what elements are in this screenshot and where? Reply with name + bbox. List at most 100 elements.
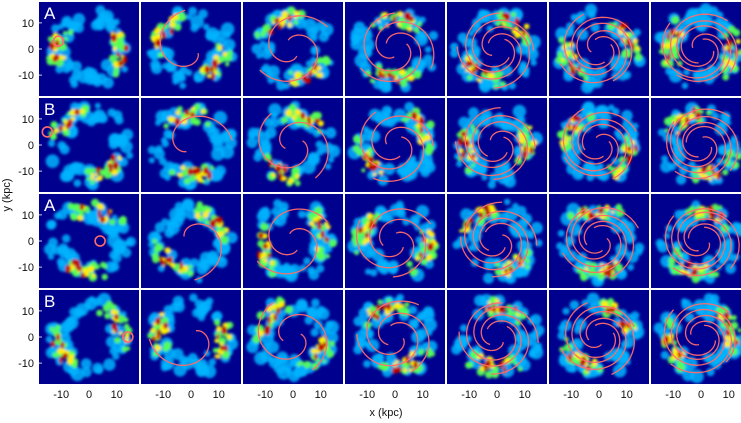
y-tick-label: 10 — [22, 18, 34, 30]
panel-r2-c2 — [141, 98, 241, 192]
y-tick-label: 10 — [22, 210, 34, 222]
y-tick-label: -10 — [18, 358, 34, 370]
orbit-tracks — [356, 300, 430, 372]
orbit-tracks — [94, 235, 106, 247]
panel-r4-c7 — [651, 290, 741, 384]
row-label: B — [44, 100, 55, 119]
x-tick-label: 10 — [111, 389, 123, 401]
x-tick-label: 10 — [213, 389, 225, 401]
start-marker — [41, 126, 54, 138]
density-map — [246, 100, 341, 187]
density-map — [451, 294, 545, 379]
x-tick-label: 10 — [723, 389, 735, 401]
row-label: B — [44, 292, 55, 311]
x-tick-label: -10 — [53, 389, 69, 401]
orbit-tracks — [257, 302, 328, 371]
x-tick-label: 10 — [621, 389, 633, 401]
y-axis-label: y (kpc) — [1, 179, 13, 212]
orbit-tracks — [258, 112, 329, 179]
orbit-tracks — [456, 12, 535, 89]
axes-group: 10 0 -10 10 0 -10 10 0 -10 10 0 -10 -10 0 10 -10 0 10 -10 0… — [1, 18, 735, 419]
panel-r1-c1: A — [39, 2, 139, 96]
panel-r4-c5 — [447, 290, 547, 384]
orbit-tracks — [183, 223, 223, 281]
x-tick-label: 10 — [315, 389, 327, 401]
panel-r2-c7 — [651, 98, 741, 192]
density-map — [45, 292, 133, 382]
orbit-tracks — [458, 302, 539, 375]
y-tick-label: 0 — [28, 140, 34, 152]
density-map — [43, 198, 136, 282]
y-tick-label: 0 — [28, 44, 34, 56]
panel-r4-c6 — [549, 290, 649, 384]
orbit-tracks — [560, 302, 635, 375]
y-tick-label: -10 — [18, 70, 34, 82]
density-map — [251, 6, 334, 91]
orbit-tracks — [665, 108, 739, 180]
orbit-tracks — [355, 208, 432, 278]
panel-r2-c1: B — [39, 98, 139, 192]
orbit-tracks — [122, 331, 134, 343]
row-label: A — [44, 4, 56, 23]
panel-r3-c5 — [447, 194, 547, 288]
x-tick-label: -10 — [665, 389, 681, 401]
orbit-tracks — [172, 115, 234, 153]
panel-r3-c1: A — [39, 194, 139, 288]
orbit-tracks — [663, 302, 736, 374]
panel-r4-c4 — [345, 290, 445, 384]
x-tick-label: 0 — [290, 389, 296, 401]
orbit-tracks — [662, 13, 738, 83]
panel-r1-c7 — [651, 2, 741, 96]
density-map — [147, 293, 239, 379]
panel-r3-c3 — [243, 194, 343, 288]
panel-r1-c5 — [447, 2, 547, 96]
orbit-tracks — [159, 9, 199, 68]
row-label: A — [44, 196, 56, 215]
panel-r1-c2 — [141, 2, 241, 96]
density-map — [45, 101, 134, 191]
density-map — [46, 5, 132, 89]
x-tick-label: 0 — [698, 389, 704, 401]
orbit-tracks — [256, 208, 328, 275]
orbit-tracks — [360, 12, 435, 83]
x-tick-label: 0 — [188, 389, 194, 401]
panel-r1-c6 — [549, 2, 649, 96]
y-tick-label: -10 — [18, 166, 34, 178]
panel-r2-c5 — [447, 98, 547, 192]
x-tick-label: 0 — [392, 389, 398, 401]
x-tick-label: 0 — [494, 389, 500, 401]
y-tick-label: 10 — [22, 114, 34, 126]
orbit-tracks — [562, 206, 639, 278]
x-tick-label: 0 — [86, 389, 92, 401]
density-map — [147, 198, 238, 284]
x-tick-label: -10 — [257, 389, 273, 401]
y-tick-label: 0 — [28, 332, 34, 344]
y-tick-label: -10 — [18, 262, 34, 274]
density-map — [557, 292, 645, 379]
panel-r2-c3 — [243, 98, 343, 192]
x-tick-label: 10 — [519, 389, 531, 401]
density-map — [450, 7, 541, 93]
orbit-tracks — [360, 111, 434, 182]
orbit-tracks — [41, 126, 54, 138]
x-tick-label: -10 — [461, 389, 477, 401]
orbit-tracks — [562, 107, 637, 180]
orbit-tracks — [52, 35, 65, 48]
x-axis-label: x (kpc) — [370, 407, 403, 419]
panel-r4-c3 — [243, 290, 343, 384]
x-tick-label: -10 — [359, 389, 375, 401]
panel-r3-c4 — [345, 194, 445, 288]
x-tick-label: -10 — [563, 389, 579, 401]
orbit-tracks — [148, 329, 210, 366]
panel-r3-c7 — [651, 194, 741, 288]
panels-group: A B A B — [39, 2, 741, 384]
orbit-tracks — [454, 106, 536, 180]
density-map — [350, 8, 439, 93]
x-tick-label: 0 — [596, 389, 602, 401]
start-marker — [94, 235, 106, 247]
x-tick-label: 10 — [417, 389, 429, 401]
orbit-tracks — [259, 15, 328, 82]
density-map — [256, 199, 338, 283]
